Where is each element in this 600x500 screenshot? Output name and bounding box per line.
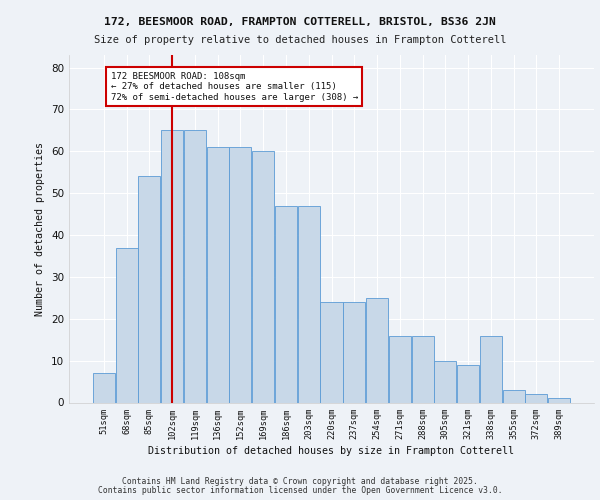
Bar xyxy=(161,130,183,402)
Text: 172 BEESMOOR ROAD: 108sqm
← 27% of detached houses are smaller (115)
72% of semi: 172 BEESMOOR ROAD: 108sqm ← 27% of detac… xyxy=(111,72,358,102)
Bar xyxy=(525,394,547,402)
Text: 172, BEESMOOR ROAD, FRAMPTON COTTERELL, BRISTOL, BS36 2JN: 172, BEESMOOR ROAD, FRAMPTON COTTERELL, … xyxy=(104,18,496,28)
Bar xyxy=(275,206,297,402)
Bar xyxy=(503,390,524,402)
Y-axis label: Number of detached properties: Number of detached properties xyxy=(35,142,46,316)
Bar xyxy=(298,206,320,402)
Bar xyxy=(93,373,115,402)
Bar xyxy=(229,147,251,403)
Bar xyxy=(343,302,365,402)
Bar xyxy=(457,365,479,403)
Text: Size of property relative to detached houses in Frampton Cotterell: Size of property relative to detached ho… xyxy=(94,35,506,45)
Bar xyxy=(184,130,206,402)
Bar xyxy=(206,147,229,403)
Bar xyxy=(434,360,457,403)
X-axis label: Distribution of detached houses by size in Frampton Cotterell: Distribution of detached houses by size … xyxy=(149,446,515,456)
Bar xyxy=(252,152,274,402)
Text: Contains HM Land Registry data © Crown copyright and database right 2025.: Contains HM Land Registry data © Crown c… xyxy=(122,477,478,486)
Bar xyxy=(366,298,388,403)
Bar xyxy=(548,398,570,402)
Bar xyxy=(412,336,434,402)
Bar xyxy=(389,336,411,402)
Bar xyxy=(320,302,343,402)
Bar xyxy=(480,336,502,402)
Text: Contains public sector information licensed under the Open Government Licence v3: Contains public sector information licen… xyxy=(98,486,502,495)
Bar xyxy=(139,176,160,402)
Bar xyxy=(116,248,138,402)
